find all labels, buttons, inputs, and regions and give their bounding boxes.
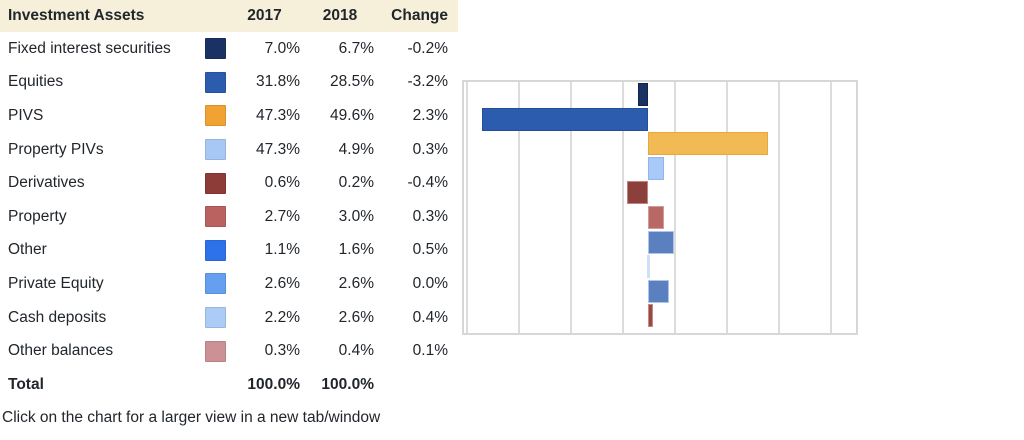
- legend-swatch: [205, 239, 226, 261]
- value-change: 0.5%: [412, 241, 448, 259]
- value-change: -3.2%: [407, 73, 449, 91]
- bar-property: [648, 206, 664, 229]
- table-row: Equities 31.8% 28.5% -3.2%: [0, 66, 458, 100]
- chart-gridline: [570, 82, 572, 333]
- legend-swatch: [205, 340, 226, 362]
- table-row: Cash deposits 2.2% 2.6% 0.4%: [0, 301, 458, 335]
- row-label: Derivatives: [8, 174, 85, 192]
- value-2017: 47.3%: [256, 140, 300, 158]
- value-2017: 2.2%: [264, 308, 300, 326]
- table-row: Other 1.1% 1.6% 0.5%: [0, 234, 458, 268]
- value-2017: 1.1%: [264, 241, 300, 259]
- value-change: -0.2%: [407, 39, 449, 57]
- value-change: 0.3%: [412, 207, 448, 225]
- chart-gridline: [518, 82, 520, 333]
- value-2018: 2.6%: [338, 274, 374, 292]
- bar-fixed-interest-securities: [637, 83, 648, 106]
- chart-gridline: [466, 82, 468, 333]
- bar-pivs: [648, 132, 768, 156]
- chart-gridline: [830, 82, 832, 333]
- bar-other: [648, 230, 674, 254]
- table-body: Fixed interest securities 7.0% 6.7% -0.2% Eq…: [0, 32, 458, 368]
- value-change: 0.0%: [412, 274, 448, 292]
- row-label: Equities: [8, 73, 64, 91]
- value-2017: 31.8%: [256, 73, 300, 91]
- legend-swatch: [205, 172, 226, 194]
- chart-plot-area: [464, 82, 856, 333]
- value-2018: 28.5%: [330, 73, 374, 91]
- chart-hint: Click on the chart for a larger view in …: [2, 409, 381, 426]
- row-label: Other balances: [8, 342, 114, 360]
- value-2018: 49.6%: [330, 106, 374, 124]
- row-label: Other: [8, 241, 47, 259]
- bar-private-equity: [647, 255, 650, 279]
- bar-derivatives: [627, 181, 648, 205]
- table-row: Derivatives 0.6% 0.2% -0.4%: [0, 166, 458, 200]
- value-2017: 0.3%: [264, 342, 300, 360]
- header-2018: 2018: [322, 7, 358, 24]
- bar-other-balances: [648, 304, 654, 328]
- change-bar-chart[interactable]: [462, 80, 858, 335]
- row-label: Property PIVs: [8, 140, 104, 158]
- legend-swatch: [205, 71, 226, 93]
- header-change: Change: [391, 7, 448, 24]
- row-label: Cash deposits: [8, 308, 107, 326]
- value-2018: 2.6%: [338, 308, 374, 326]
- table-row: Private Equity 2.6% 2.6% 0.0%: [0, 267, 458, 301]
- value-2018: 1.6%: [338, 241, 374, 259]
- row-label: Fixed interest securities: [8, 39, 171, 57]
- table-row: Property 2.7% 3.0% 0.3%: [0, 200, 458, 234]
- value-2018: 6.7%: [338, 39, 374, 57]
- table-row: Property PIVs 47.3% 4.9% 0.3%: [0, 133, 458, 167]
- total-2017-value: 100.0%: [247, 375, 300, 393]
- table-row: Other balances 0.3% 0.4% 0.1%: [0, 334, 458, 368]
- total-2018-value: 100.0%: [321, 375, 374, 393]
- row-label: Property: [8, 207, 67, 225]
- chart-gridline: [622, 82, 624, 333]
- legend-swatch: [205, 139, 226, 161]
- chart-gridline: [778, 82, 780, 333]
- value-2017: 0.6%: [264, 174, 300, 192]
- legend-swatch: [205, 206, 226, 228]
- bar-cash-deposits: [648, 279, 669, 303]
- value-2018: 0.2%: [338, 174, 374, 192]
- total-label: Total: [8, 375, 44, 393]
- table-row: PIVS 47.3% 49.6% 2.3%: [0, 99, 458, 133]
- value-2017: 2.6%: [264, 274, 300, 292]
- header-2017: 2017: [247, 7, 282, 24]
- row-label: PIVS: [8, 106, 44, 124]
- assets-table: Investment Assets 2017 2018 Change Fixed…: [0, 0, 458, 402]
- row-label: Private Equity: [8, 274, 104, 292]
- value-change: 0.1%: [412, 342, 448, 360]
- legend-swatch: [205, 273, 226, 295]
- value-change: 0.3%: [412, 140, 448, 158]
- bar-property-pivs: [648, 156, 664, 180]
- bar-equities: [481, 107, 648, 131]
- chart-gridline: [726, 82, 728, 333]
- value-change: 0.4%: [412, 308, 448, 326]
- table-header-row: Investment Assets 2017 2018 Change: [0, 0, 458, 32]
- total-row: Total 100.0% 100.0%: [0, 368, 458, 402]
- value-2018: 0.4%: [338, 342, 374, 360]
- table-row: Fixed interest securities 7.0% 6.7% -0.2%: [0, 32, 458, 66]
- value-2017: 47.3%: [256, 106, 300, 124]
- value-2018: 4.9%: [338, 140, 374, 158]
- header-investment-assets: Investment Assets: [8, 7, 145, 24]
- value-2017: 7.0%: [264, 39, 300, 57]
- value-2018: 3.0%: [338, 207, 374, 225]
- value-change: 2.3%: [412, 106, 448, 124]
- chart-gridline: [674, 82, 676, 333]
- table-header-background: [0, 0, 458, 32]
- value-2017: 2.7%: [264, 207, 300, 225]
- value-change: -0.4%: [407, 174, 449, 192]
- legend-swatch: [205, 307, 226, 329]
- legend-swatch: [205, 38, 226, 60]
- legend-swatch: [205, 105, 226, 127]
